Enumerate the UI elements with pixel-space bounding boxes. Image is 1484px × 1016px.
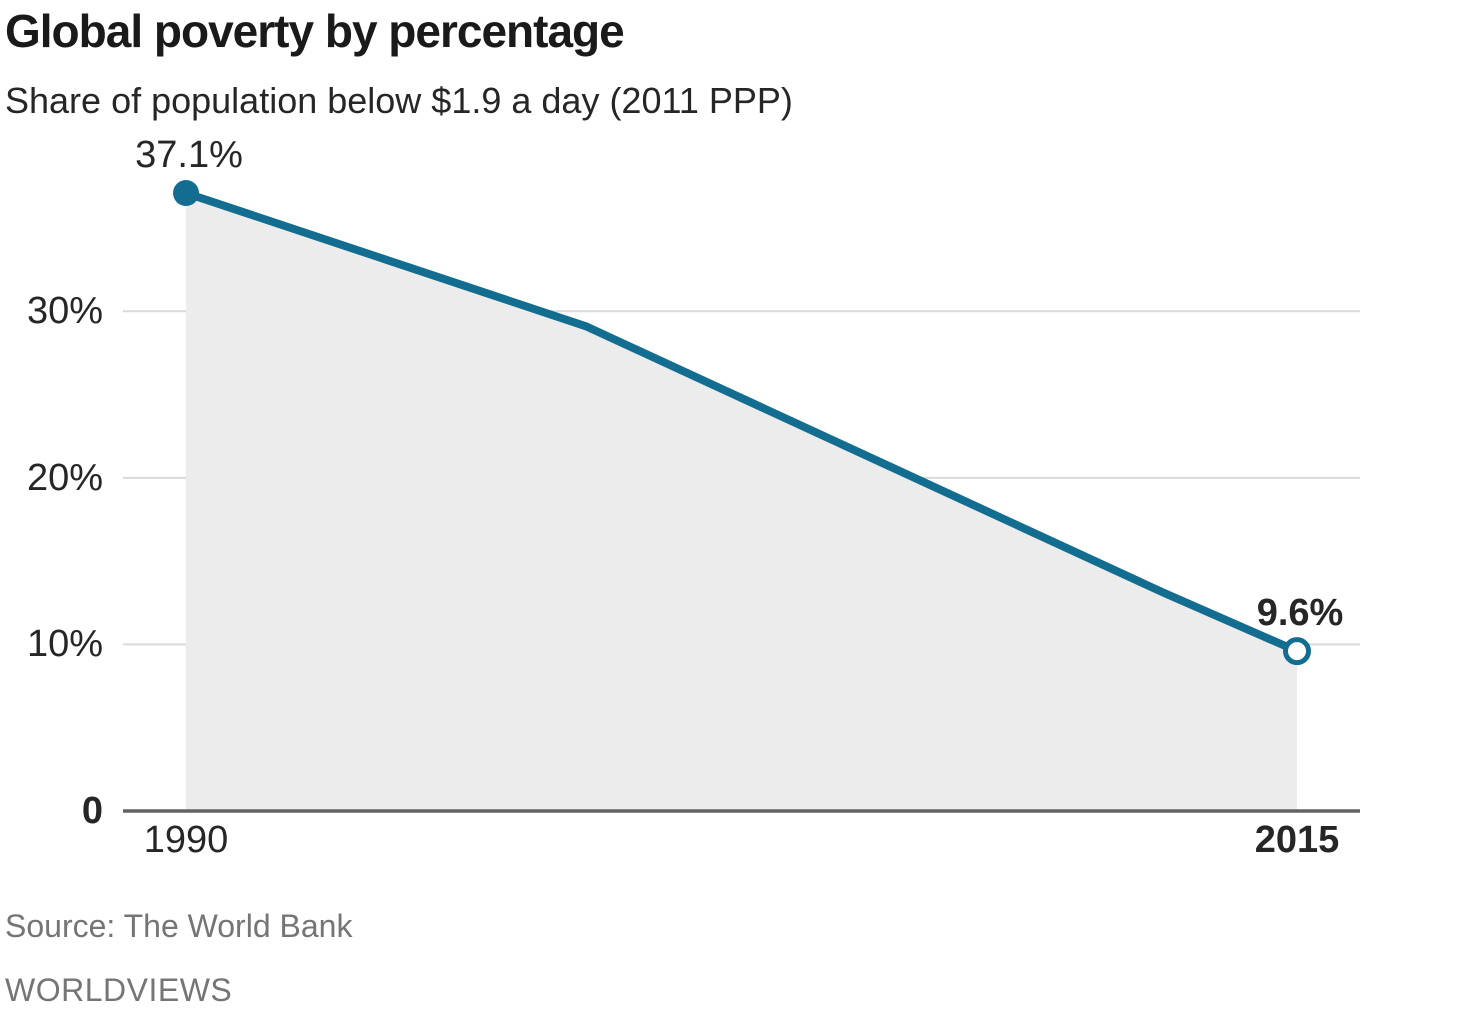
y-tick-label-20: 20% (26, 456, 103, 499)
source-credit: Source: The World Bank (5, 908, 353, 944)
area-fill (186, 193, 1297, 812)
end-point-marker (1283, 637, 1311, 666)
chart-subtitle: Share of population below $1.9 a day (20… (5, 80, 793, 121)
x-tick-label-2015: 2015 (1254, 819, 1340, 861)
point-label-1990: 37.1% (135, 134, 243, 177)
chart-title: Global poverty by percentage (5, 5, 625, 57)
trend-line (184, 189, 1299, 655)
y-tick-label-30: 30% (26, 290, 103, 333)
y-tick-label-10: 10% (26, 623, 103, 666)
brand-label: WORLDVIEWS (5, 972, 233, 1008)
y-tick-label-0: 0 (81, 790, 103, 832)
x-tick-label-1990: 1990 (143, 819, 229, 861)
point-label-2015: 9.6% (1256, 592, 1344, 635)
start-point-marker (173, 180, 199, 207)
